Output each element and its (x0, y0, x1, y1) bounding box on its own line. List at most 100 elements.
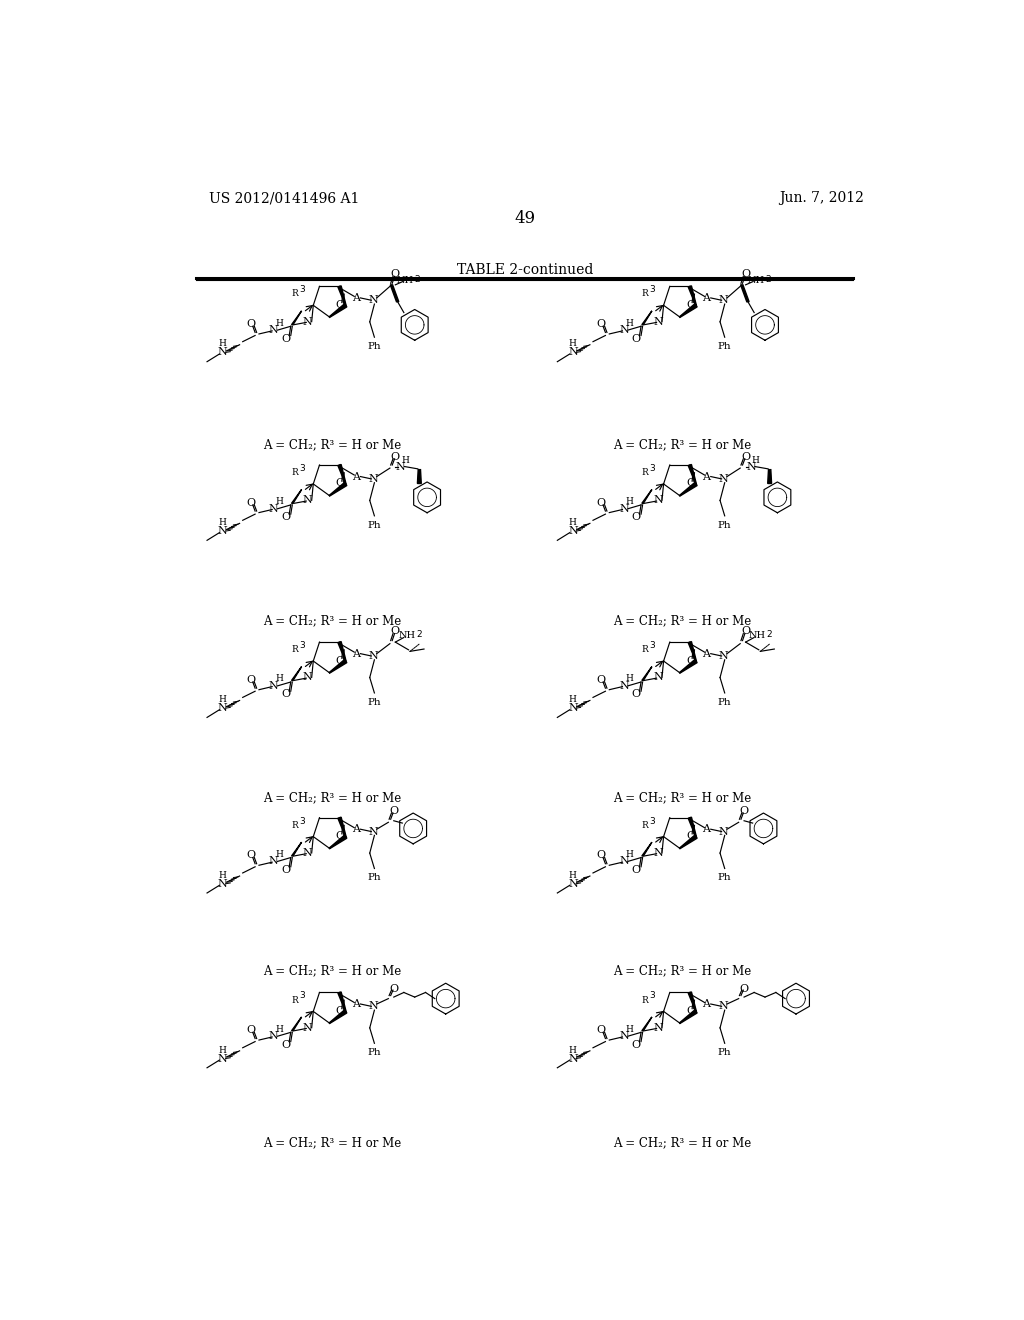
Text: H: H (752, 455, 760, 465)
Text: N: N (269, 681, 279, 690)
Polygon shape (292, 312, 302, 325)
Polygon shape (642, 842, 652, 855)
Text: A: A (702, 999, 710, 1008)
Text: N: N (620, 504, 629, 513)
Text: R: R (291, 289, 298, 298)
Text: NH: NH (397, 276, 414, 285)
Text: TABLE 2-continued: TABLE 2-continued (457, 263, 593, 277)
Text: N: N (568, 704, 578, 713)
Text: NH: NH (398, 631, 416, 640)
Text: O: O (246, 850, 255, 861)
Text: N: N (368, 826, 378, 837)
Polygon shape (688, 286, 696, 305)
Text: R: R (291, 645, 298, 655)
Text: Ph: Ph (718, 1048, 731, 1057)
Text: O: O (596, 319, 605, 329)
Text: O: O (246, 675, 255, 685)
Text: O: O (596, 850, 605, 861)
Text: N: N (269, 857, 279, 866)
Text: A = CH₂; R³ = H or Me: A = CH₂; R³ = H or Me (263, 791, 401, 804)
Text: O: O (596, 1026, 605, 1035)
Polygon shape (338, 991, 346, 1011)
Text: H: H (626, 498, 634, 507)
Polygon shape (338, 286, 346, 305)
Polygon shape (418, 470, 421, 483)
Text: H: H (569, 339, 577, 348)
Polygon shape (680, 660, 697, 673)
Text: R: R (641, 469, 648, 477)
Text: O: O (336, 656, 345, 665)
Polygon shape (740, 285, 750, 302)
Text: H: H (626, 318, 634, 327)
Text: N: N (653, 317, 663, 326)
Text: N: N (269, 1031, 279, 1041)
Text: N: N (303, 317, 312, 326)
Text: A: A (352, 999, 359, 1008)
Text: N: N (718, 651, 728, 661)
Text: O: O (686, 656, 695, 665)
Text: 2: 2 (765, 275, 771, 284)
Polygon shape (680, 304, 697, 317)
Text: H: H (218, 696, 226, 704)
Text: N: N (218, 704, 227, 713)
Text: O: O (632, 865, 641, 875)
Text: H: H (569, 871, 577, 879)
Polygon shape (338, 642, 346, 661)
Text: Ph: Ph (718, 874, 731, 882)
Text: A: A (352, 648, 359, 659)
Text: O: O (596, 498, 605, 508)
Text: N: N (746, 462, 756, 471)
Polygon shape (688, 817, 696, 837)
Text: O: O (686, 832, 695, 841)
Text: H: H (401, 455, 410, 465)
Text: 3: 3 (649, 991, 655, 1001)
Text: O: O (282, 334, 291, 343)
Text: Ph: Ph (718, 698, 731, 706)
Text: 3: 3 (299, 285, 305, 294)
Text: N: N (718, 826, 728, 837)
Text: H: H (218, 871, 226, 879)
Text: 2: 2 (415, 275, 420, 284)
Text: Ph: Ph (718, 342, 731, 351)
Text: 3: 3 (299, 465, 305, 473)
Text: O: O (336, 832, 345, 841)
Polygon shape (688, 642, 696, 661)
Text: N: N (568, 1053, 578, 1064)
Polygon shape (338, 817, 346, 837)
Text: O: O (282, 1040, 291, 1049)
Text: O: O (246, 1026, 255, 1035)
Polygon shape (390, 285, 398, 302)
Polygon shape (292, 842, 302, 855)
Text: H: H (626, 1024, 634, 1034)
Text: 49: 49 (514, 210, 536, 227)
Text: N: N (218, 527, 227, 536)
Text: Ph: Ph (368, 1048, 381, 1057)
Text: N: N (653, 672, 663, 682)
Text: O: O (596, 675, 605, 685)
Text: N: N (653, 1023, 663, 1032)
Text: H: H (218, 519, 226, 527)
Polygon shape (688, 991, 696, 1011)
Text: N: N (620, 857, 629, 866)
Text: A = CH₂; R³ = H or Me: A = CH₂; R³ = H or Me (263, 438, 401, 451)
Text: A = CH₂; R³ = H or Me: A = CH₂; R³ = H or Me (263, 614, 401, 627)
Polygon shape (330, 836, 347, 849)
Polygon shape (330, 660, 347, 673)
Text: O: O (391, 451, 400, 462)
Polygon shape (330, 482, 347, 496)
Text: US 2012/0141496 A1: US 2012/0141496 A1 (209, 191, 359, 206)
Text: Ph: Ph (368, 874, 381, 882)
Text: R: R (641, 821, 648, 830)
Polygon shape (642, 667, 652, 681)
Text: N: N (620, 681, 629, 690)
Text: A: A (702, 824, 710, 834)
Text: N: N (718, 296, 728, 305)
Text: R: R (641, 645, 648, 655)
Text: H: H (275, 1024, 283, 1034)
Text: N: N (368, 474, 378, 484)
Polygon shape (680, 482, 697, 496)
Text: H: H (275, 498, 283, 507)
Text: N: N (653, 847, 663, 858)
Text: A = CH₂; R³ = H or Me: A = CH₂; R³ = H or Me (613, 438, 752, 451)
Text: 3: 3 (649, 642, 655, 651)
